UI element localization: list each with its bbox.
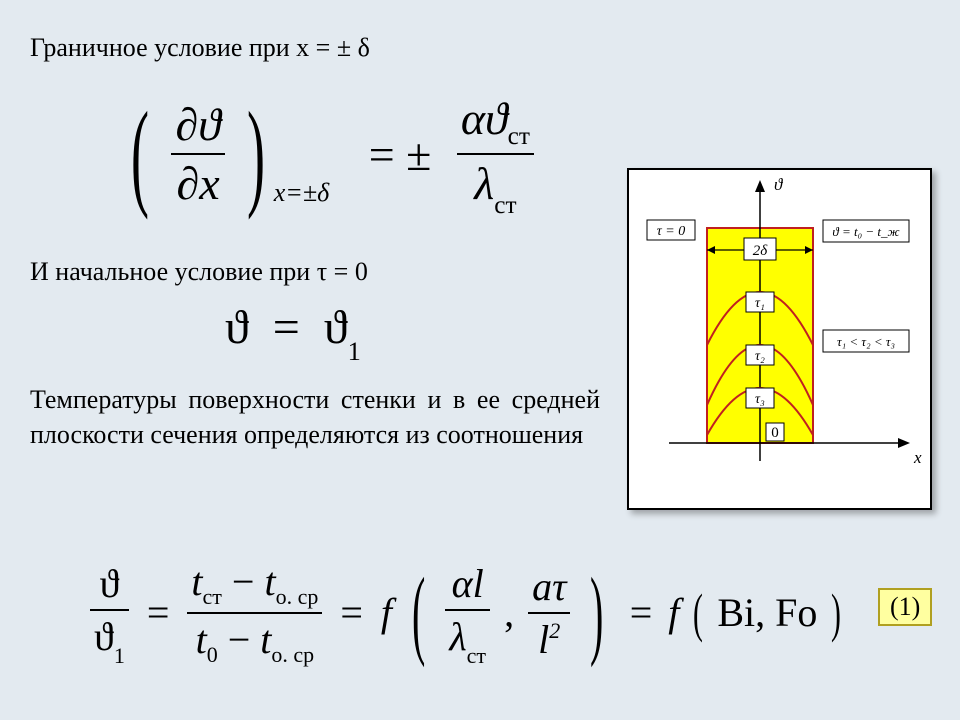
temperature-relation-text: Температуры поверхности стенки и в ее ср… [30,382,600,452]
eq1-denominator: ∂x [171,157,224,210]
svg-text:τ₁ < τ₂ < τ₃: τ₁ < τ₂ < τ₃ [837,334,895,349]
eq2-equals: = [273,301,300,354]
eq1-rhs-num: αϑст [457,92,534,151]
eq3-t-den: t0 − tо. ср [187,616,322,668]
boundary-condition-text: Граничное условие при x = ± δ [30,30,370,65]
eq2-sub1: 1 [348,336,361,366]
eq3-theta-den: ϑ1 [90,613,129,665]
svg-text:τ = 0: τ = 0 [657,224,685,239]
svg-text:τ₃: τ₃ [755,392,765,407]
eq3-arg1-num: αl [445,560,490,607]
eq3-arg2-den: l2 [528,616,570,663]
eq2-theta: ϑ [225,301,249,354]
svg-text:x: x [913,448,922,467]
eq3-arg2-num: aτ [528,563,570,610]
svg-text:τ₂: τ₂ [755,349,765,364]
svg-text:0: 0 [771,425,779,441]
eq1-subscript-cond: x=±δ [274,178,329,207]
eq3-f2: f [668,590,679,635]
equation-1: ( ∂ϑ ∂x ) x=±δ = ± αϑст λст [120,85,534,223]
eq1-numerator: ∂ϑ [171,98,224,151]
svg-text:ϑ = t₀ − t_ж: ϑ = t₀ − t_ж [832,224,899,239]
eq3-bifo: Bi, Fo [717,590,817,635]
eq2-theta1: ϑ [324,301,348,354]
svg-text:2δ: 2δ [753,243,769,259]
equation-3: ϑ ϑ1 = tст − tо. ср t0 − tо. ср = f ( αl… [90,555,845,670]
svg-text:ϑ: ϑ [774,175,784,194]
equation-number-1: (1) [878,588,932,626]
initial-condition-text: И начальное условие при τ = 0 [30,254,368,289]
eq1-rhs-den: λст [457,157,534,216]
svg-text:τ₁: τ₁ [755,296,765,311]
eq1-equals: = ± [369,129,432,180]
equation-2: ϑ = ϑ1 [225,300,361,361]
eq3-theta-num: ϑ [90,560,129,607]
eq3-f1: f [381,590,392,635]
eq3-arg1-den: λст [445,613,490,665]
temperature-profile-diagram: 2δ τ₁ τ₂ τ₃ 0 ϑ x τ = 0 ϑ = t₀ − t_ж τ₁ < τ₂ < τ₃ [627,168,932,510]
eq3-t-num: tст − tо. ср [187,558,322,610]
